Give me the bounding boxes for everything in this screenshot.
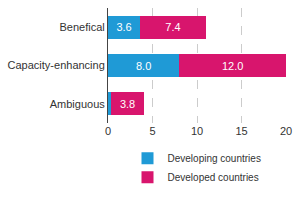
svg-text:3.8: 3.8 bbox=[120, 98, 135, 110]
svg-text:10: 10 bbox=[191, 125, 203, 137]
svg-text:0: 0 bbox=[105, 125, 111, 137]
svg-text:12.0: 12.0 bbox=[222, 60, 243, 72]
svg-text:15: 15 bbox=[235, 125, 247, 137]
svg-text:Capacity-enhancing: Capacity-enhancing bbox=[8, 59, 105, 71]
svg-text:Developing countries: Developing countries bbox=[168, 153, 261, 164]
svg-text:Benefical: Benefical bbox=[60, 21, 105, 33]
svg-text:Developed countries: Developed countries bbox=[168, 172, 259, 183]
svg-text:20: 20 bbox=[280, 125, 292, 137]
svg-text:3.6: 3.6 bbox=[116, 21, 131, 33]
svg-text:5: 5 bbox=[149, 125, 155, 137]
svg-text:8.0: 8.0 bbox=[136, 60, 151, 72]
svg-text:Ambiguous: Ambiguous bbox=[50, 98, 106, 110]
svg-text:7.4: 7.4 bbox=[165, 21, 180, 33]
